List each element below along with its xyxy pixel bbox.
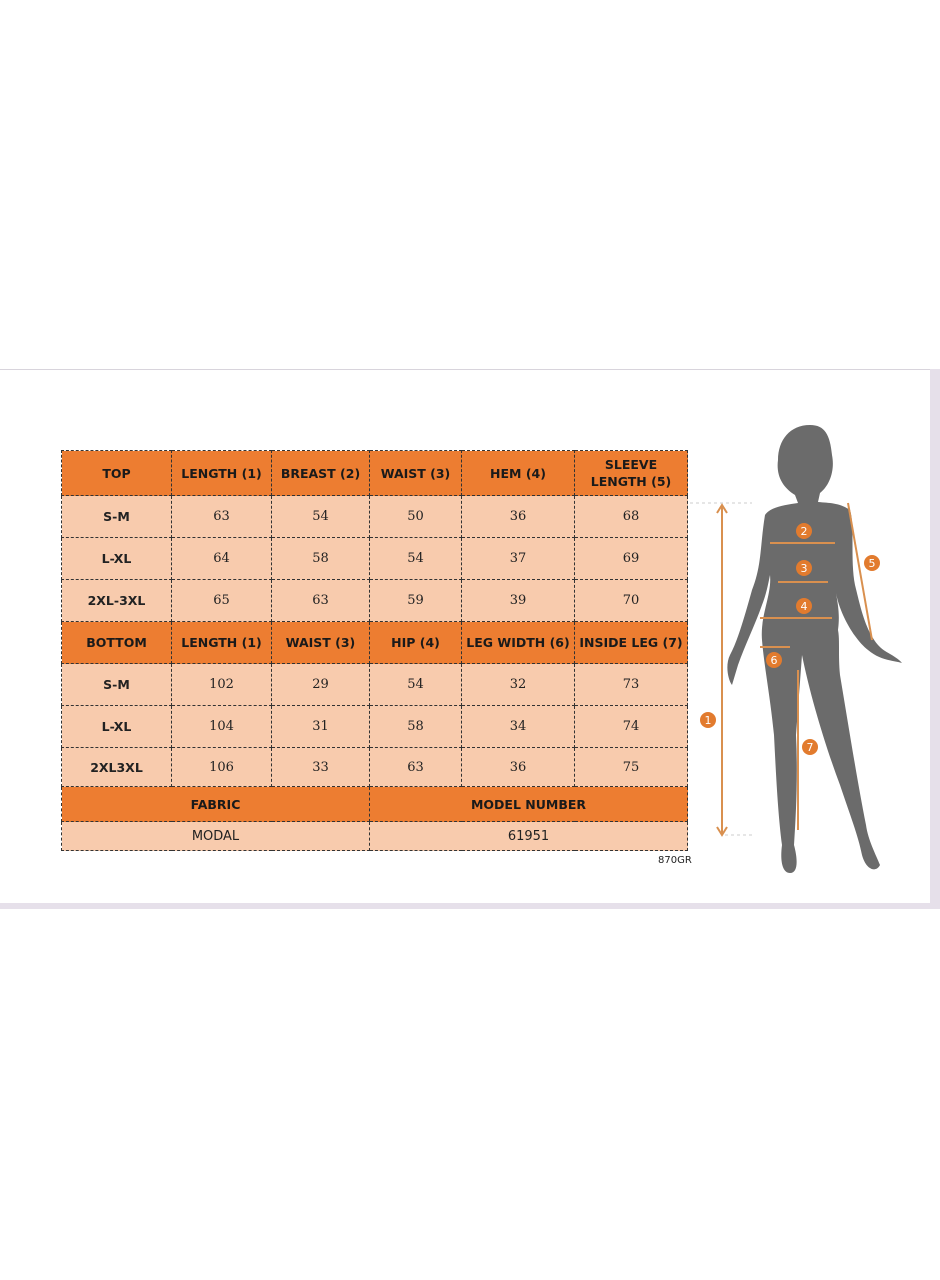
measurement-cell: 63 bbox=[369, 747, 462, 787]
marker-number: 1 bbox=[705, 714, 712, 727]
size-label: S-M bbox=[61, 663, 172, 706]
fabric: MODAL bbox=[61, 821, 370, 851]
measurement-cell: 75 bbox=[574, 747, 688, 787]
marker-circle bbox=[796, 523, 812, 539]
marker-circle bbox=[802, 739, 818, 755]
bottom-header-cell: WAIST (3) bbox=[271, 621, 370, 664]
info-row: FABRIC MODEL NUMBER bbox=[61, 786, 688, 822]
bottom-size-row: 2XL3XL 106 33 63 36 75 bbox=[61, 747, 688, 787]
top-header-cell: WAIST (3) bbox=[369, 450, 462, 496]
panel-edge-bottom bbox=[0, 903, 940, 909]
marker-number: 7 bbox=[807, 741, 814, 754]
marker-number: 3 bbox=[801, 562, 808, 575]
body-measurement-figure: 1 2 3 4 5 6 7 bbox=[690, 425, 902, 873]
measurement-cell: 74 bbox=[574, 705, 688, 748]
marker-circle bbox=[796, 560, 812, 576]
size-label: 2XL3XL bbox=[61, 747, 172, 787]
info-row: MODAL 61951 bbox=[61, 821, 688, 851]
marker-number: 2 bbox=[801, 525, 808, 538]
measurement-cell: 58 bbox=[369, 705, 462, 748]
measurement-cell: 36 bbox=[461, 495, 575, 538]
measurement-cell: 63 bbox=[171, 495, 272, 538]
bottom-header-cell: HIP (4) bbox=[369, 621, 462, 664]
marker-circle bbox=[700, 712, 716, 728]
top-size-row: L-XL 64 58 54 37 69 bbox=[61, 537, 688, 580]
top-size-row: 2XL-3XL 65 63 59 39 70 bbox=[61, 579, 688, 622]
product-code: 870GR bbox=[658, 855, 692, 866]
silhouette bbox=[727, 425, 902, 873]
marker-circle bbox=[796, 598, 812, 614]
bottom-header-cell: BOTTOM bbox=[61, 621, 172, 664]
marker-number: 5 bbox=[869, 557, 876, 570]
bottom-size-row: S-M 102 29 54 32 73 bbox=[61, 663, 688, 706]
bottom-header-cell: INSIDE LEG (7) bbox=[574, 621, 688, 664]
size-chart-table: TOP LENGTH (1) BREAST (2) WAIST (3) HEM (4) S… bbox=[61, 450, 688, 851]
size-label: 2XL-3XL bbox=[61, 579, 172, 622]
measurement-cell: 102 bbox=[171, 663, 272, 706]
measurement-cell: 68 bbox=[574, 495, 688, 538]
measurement-cell: 29 bbox=[271, 663, 370, 706]
bottom-size-row: L-XL 104 31 58 34 74 bbox=[61, 705, 688, 748]
size-label: L-XL bbox=[61, 705, 172, 748]
model: 61951 bbox=[369, 821, 688, 851]
bottom-header-cell: LEG WIDTH (6) bbox=[461, 621, 575, 664]
measurement-cell: 54 bbox=[369, 663, 462, 706]
top-header-row: TOP LENGTH (1) BREAST (2) WAIST (3) HEM (4) S… bbox=[61, 450, 688, 496]
top-header-cell: HEM (4) bbox=[461, 450, 575, 496]
measurement-cell: 39 bbox=[461, 579, 575, 622]
measurement-cell: 31 bbox=[271, 705, 370, 748]
measurement-cell: 63 bbox=[271, 579, 370, 622]
top-header-cell: BREAST (2) bbox=[271, 450, 370, 496]
top-size-row: S-M 63 54 50 36 68 bbox=[61, 495, 688, 538]
top-header-cell: TOP bbox=[61, 450, 172, 496]
measurement-cell: 106 bbox=[171, 747, 272, 787]
measurement-cell: 69 bbox=[574, 537, 688, 580]
measurement-cell: 104 bbox=[171, 705, 272, 748]
measurement-cell: 54 bbox=[271, 495, 370, 538]
top-header-cell: SLEEVE LENGTH (5) bbox=[574, 450, 688, 496]
model-label: MODEL NUMBER bbox=[369, 786, 688, 822]
measurement-cell: 33 bbox=[271, 747, 370, 787]
measurement-cell: 37 bbox=[461, 537, 575, 580]
marker-circle bbox=[766, 652, 782, 668]
bottom-header-row: BOTTOM LENGTH (1) WAIST (3) HIP (4) LEG WIDT… bbox=[61, 621, 688, 664]
fabric-label: FABRIC bbox=[61, 786, 370, 822]
marker-number: 6 bbox=[771, 654, 778, 667]
guide-lines bbox=[690, 502, 752, 836]
measurement-arrows bbox=[716, 502, 873, 837]
measurement-cell: 73 bbox=[574, 663, 688, 706]
measurement-cell: 58 bbox=[271, 537, 370, 580]
measurement-cell: 65 bbox=[171, 579, 272, 622]
measurement-cell: 32 bbox=[461, 663, 575, 706]
measurement-cell: 70 bbox=[574, 579, 688, 622]
bottom-header-cell: LENGTH (1) bbox=[171, 621, 272, 664]
marker-number: 4 bbox=[801, 600, 808, 613]
panel-edge bbox=[930, 369, 940, 909]
size-label: S-M bbox=[61, 495, 172, 538]
measurement-cell: 59 bbox=[369, 579, 462, 622]
marker-circle bbox=[864, 555, 880, 571]
top-header-cell: LENGTH (1) bbox=[171, 450, 272, 496]
measurement-cell: 36 bbox=[461, 747, 575, 787]
measurement-cell: 50 bbox=[369, 495, 462, 538]
measurement-cell: 34 bbox=[461, 705, 575, 748]
size-label: L-XL bbox=[61, 537, 172, 580]
measurement-cell: 64 bbox=[171, 537, 272, 580]
measurement-cell: 54 bbox=[369, 537, 462, 580]
